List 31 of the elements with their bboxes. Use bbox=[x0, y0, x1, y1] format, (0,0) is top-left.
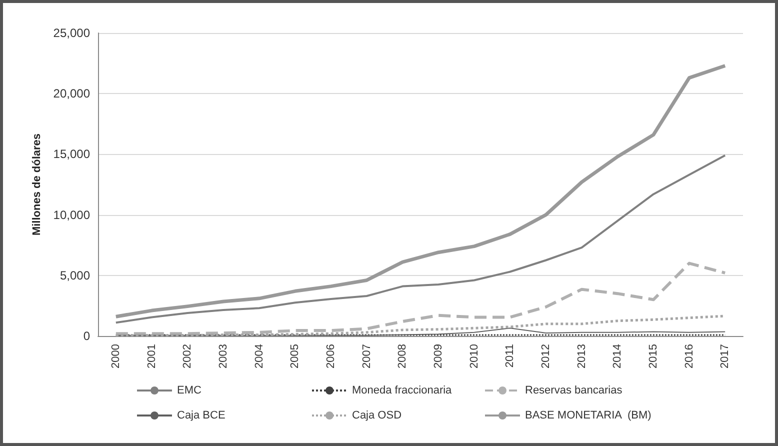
x-tick-label: 2008 bbox=[396, 344, 409, 368]
legend-label: Reservas bancarias bbox=[525, 384, 623, 396]
x-tick-label: 2002 bbox=[182, 344, 194, 368]
y-tick-label: 10,000 bbox=[53, 208, 90, 222]
x-tick-label: 2009 bbox=[432, 344, 444, 368]
x-tick-label: 2012 bbox=[540, 344, 552, 368]
legend-label: Caja OSD bbox=[352, 410, 402, 422]
x-tick-label: 2006 bbox=[324, 344, 337, 368]
x-tick-label: 2005 bbox=[289, 344, 302, 368]
y-tick-label: 5,000 bbox=[60, 268, 90, 282]
x-tick-label: 2011 bbox=[504, 344, 516, 368]
legend-label: Caja BCE bbox=[177, 410, 226, 422]
x-tick-label: 2001 bbox=[146, 344, 158, 368]
x-tick-label: 2003 bbox=[217, 344, 230, 368]
x-tick-label: 2004 bbox=[253, 344, 266, 368]
x-tick-label: 2007 bbox=[360, 344, 373, 368]
y-tick-label: 20,000 bbox=[53, 86, 90, 101]
legend-label: Moneda fraccionaria bbox=[352, 384, 453, 396]
x-tick-label: 2010 bbox=[468, 344, 480, 368]
y-tick-label: 15,000 bbox=[53, 147, 90, 162]
x-tick-label: 2015 bbox=[647, 344, 660, 368]
y-tick-label: 25,000 bbox=[53, 26, 90, 40]
x-tick-label: 2013 bbox=[576, 344, 588, 368]
x-tick-label: 2016 bbox=[683, 344, 696, 368]
legend-label: BASE MONETARIA (BM) bbox=[525, 410, 652, 422]
x-tick-label: 2000 bbox=[110, 344, 122, 368]
y-tick-label: 0 bbox=[83, 329, 90, 343]
x-tick-label: 2017 bbox=[719, 344, 732, 368]
y-axis-title: Millones de dólares bbox=[30, 133, 43, 236]
legend-label: EMC bbox=[177, 384, 202, 396]
x-tick-label: 2014 bbox=[612, 344, 624, 368]
